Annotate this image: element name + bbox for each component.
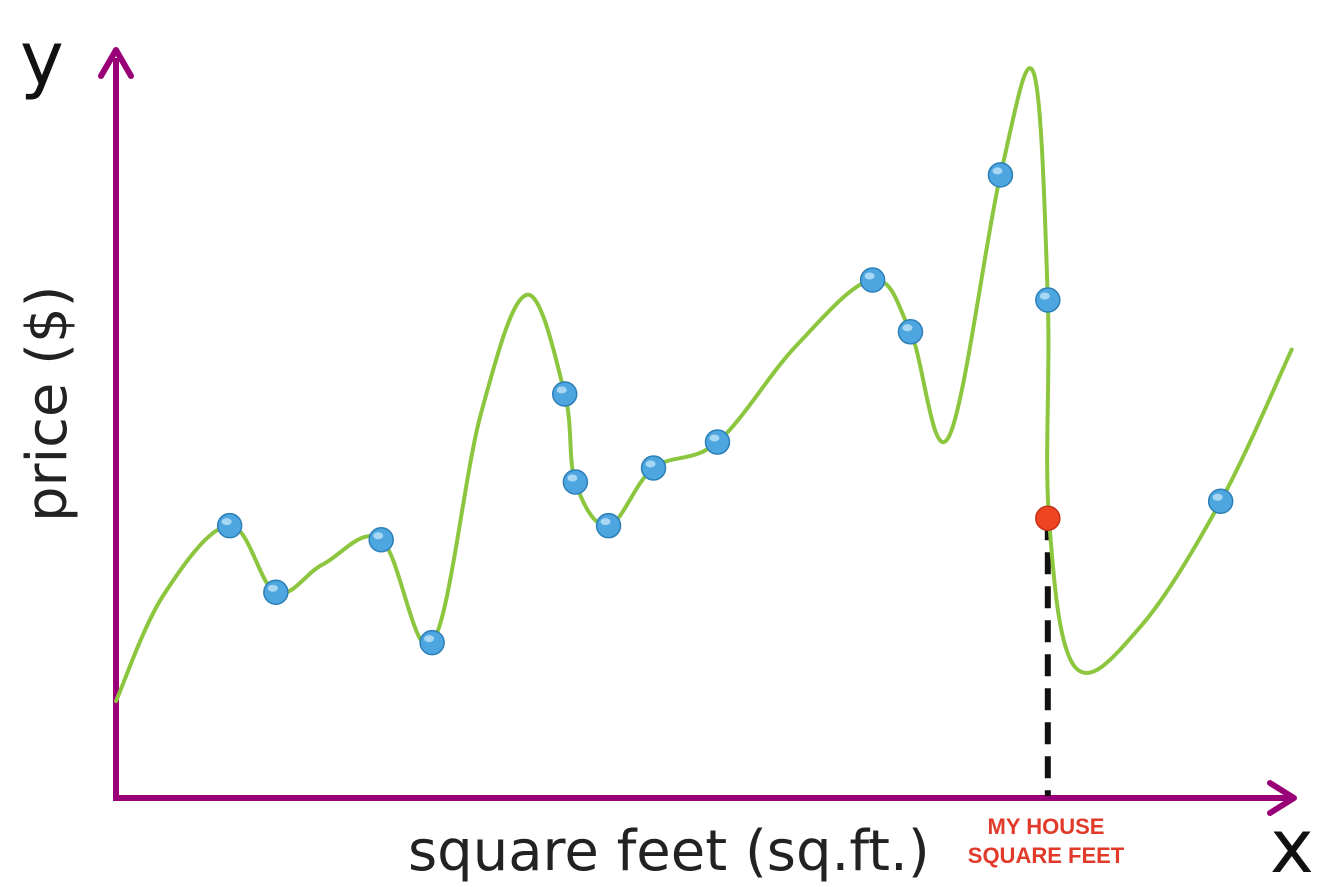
x-axis-title: square feet (sq.ft.)	[408, 819, 930, 884]
axes	[98, 47, 1297, 816]
data-point-highlight	[992, 167, 1003, 175]
data-point	[1207, 488, 1234, 515]
data-points	[216, 162, 1234, 656]
data-point	[897, 319, 924, 345]
data-point-highlight	[902, 324, 913, 332]
data-point-highlight	[645, 460, 656, 468]
data-point-highlight	[709, 434, 720, 442]
data-point	[987, 162, 1014, 188]
data-point	[551, 381, 578, 407]
data-point-highlight	[221, 518, 232, 526]
y-axis-arrowhead	[98, 47, 134, 79]
highlight-point	[1035, 505, 1061, 532]
data-point-highlight	[267, 584, 278, 592]
data-point-highlight	[1039, 292, 1050, 300]
y-axis-title: price ($)	[15, 286, 80, 523]
fitted-curve	[114, 66, 1294, 704]
data-point	[595, 512, 622, 539]
data-point	[1035, 287, 1061, 313]
data-point-highlight	[1212, 493, 1223, 501]
data-point-highlight	[567, 474, 578, 482]
data-point-highlight	[600, 518, 611, 526]
data-point	[704, 429, 731, 455]
x-axis-letter: x	[1270, 804, 1314, 887]
data-point-highlight	[864, 272, 875, 280]
data-point	[562, 469, 589, 495]
data-point	[419, 629, 445, 656]
data-point-highlight	[373, 532, 384, 540]
data-point	[368, 526, 394, 553]
y-axis-letter: y	[20, 16, 64, 102]
annotation-line-2: SQUARE FEET	[968, 843, 1125, 868]
annotation-line-1: MY HOUSE	[988, 814, 1105, 839]
data-point-highlight	[556, 386, 567, 394]
data-point	[263, 579, 289, 606]
x-axis-arrowhead	[1267, 780, 1297, 816]
data-point	[859, 267, 886, 293]
data-point	[216, 512, 243, 539]
data-point	[640, 455, 667, 481]
data-point-highlight	[424, 635, 435, 643]
highlight-points	[1035, 505, 1061, 532]
